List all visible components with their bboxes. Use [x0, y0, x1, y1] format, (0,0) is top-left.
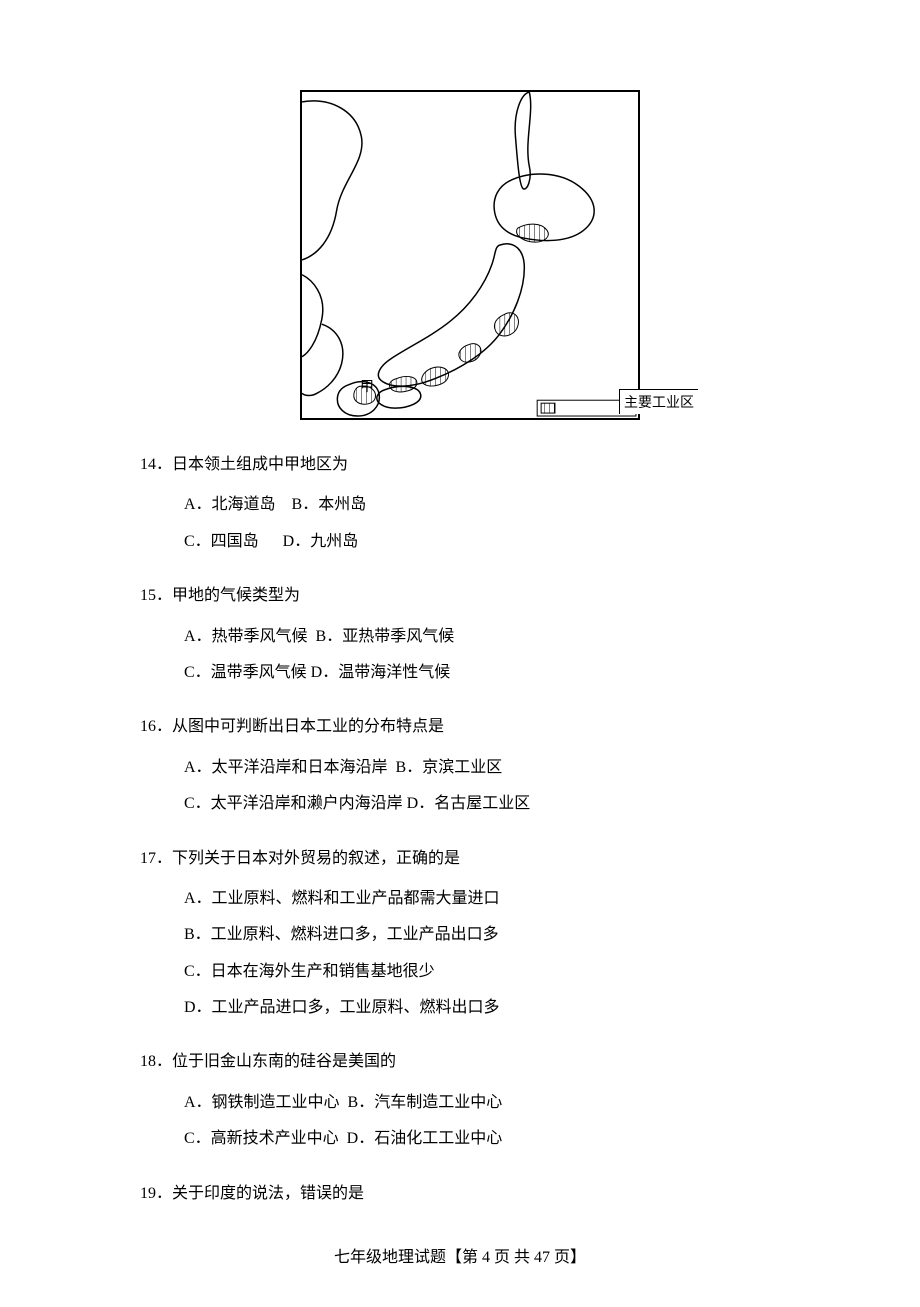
question-number: 15．: [140, 587, 172, 604]
question-stem-text: 日本领土组成中甲地区为: [172, 456, 348, 473]
option-line: C．温带季风气候 D．温带海洋性气候: [184, 658, 800, 688]
question: 17．下列关于日本对外贸易的叙述，正确的是 A．工业原料、燃料和工业产品都需大量进…: [140, 844, 800, 1024]
question-stem-text: 关于印度的说法，错误的是: [172, 1185, 364, 1202]
footer-page-total: 47: [534, 1249, 550, 1266]
footer-prefix: 【第: [446, 1249, 482, 1266]
question-stem: 14．日本领土组成中甲地区为: [140, 450, 800, 480]
option-line: C．高新技术产业中心 D．石油化工工业中心: [184, 1124, 800, 1154]
question-options: A．工业原料、燃料和工业产品都需大量进口 B．工业原料、燃料进口多，工业产品出口多…: [140, 884, 800, 1024]
option-line: D．工业产品进口多，工业原料、燃料出口多: [184, 993, 800, 1023]
question-number: 19．: [140, 1185, 172, 1202]
question: 15．甲地的气候类型为 A．热带季风气候 B．亚热带季风气候 C．温带季风气候 D．…: [140, 581, 800, 688]
question-stem: 16．从图中可判断出日本工业的分布特点是: [140, 712, 800, 742]
question: 14．日本领土组成中甲地区为 A．北海道岛 B．本州岛 C．四国岛 D．九州岛: [140, 450, 800, 557]
option-line: B．工业原料、燃料进口多，工业产品出口多: [184, 920, 800, 950]
question-number: 17．: [140, 850, 172, 867]
question-stem-text: 下列关于日本对外贸易的叙述，正确的是: [172, 850, 460, 867]
footer-mid: 页 共: [490, 1249, 534, 1266]
option-line: C．日本在海外生产和销售基地很少: [184, 957, 800, 987]
question-stem: 15．甲地的气候类型为: [140, 581, 800, 611]
footer-title: 七年级地理试题: [334, 1249, 446, 1266]
question-stem: 19．关于印度的说法，错误的是: [140, 1179, 800, 1209]
question-stem: 18．位于旧金山东南的硅谷是美国的: [140, 1047, 800, 1077]
question-stem-text: 甲地的气候类型为: [172, 587, 300, 604]
option-line: C．太平洋沿岸和濑户内海沿岸 D．名古屋工业区: [184, 789, 800, 819]
question-number: 18．: [140, 1053, 172, 1070]
questions-list: 14．日本领土组成中甲地区为 A．北海道岛 B．本州岛 C．四国岛 D．九州岛 15．…: [140, 450, 800, 1209]
footer-page-current: 4: [482, 1249, 490, 1266]
question-options: A．热带季风气候 B．亚热带季风气候 C．温带季风气候 D．温带海洋性气候: [140, 622, 800, 689]
question: 19．关于印度的说法，错误的是: [140, 1179, 800, 1209]
option-line: A．钢铁制造工业中心 B．汽车制造工业中心: [184, 1088, 800, 1118]
question-options: A．北海道岛 B．本州岛 C．四国岛 D．九州岛: [140, 490, 800, 557]
page-footer: 七年级地理试题【第 4 页 共 47 页】: [0, 1243, 920, 1267]
question-options: A．太平洋沿岸和日本海沿岸 B．京滨工业区 C．太平洋沿岸和濑户内海沿岸 D．名古…: [140, 753, 800, 820]
question-stem-text: 位于旧金山东南的硅谷是美国的: [172, 1053, 396, 1070]
question-stem: 17．下列关于日本对外贸易的叙述，正确的是: [140, 844, 800, 874]
question-options: A．钢铁制造工业中心 B．汽车制造工业中心 C．高新技术产业中心 D．石油化工工业…: [140, 1088, 800, 1155]
japan-map-svg: [302, 92, 638, 418]
footer-suffix: 页】: [550, 1249, 586, 1266]
option-line: A．北海道岛 B．本州岛: [184, 490, 800, 520]
question-number: 16．: [140, 718, 172, 735]
map-legend-text: 主要工业区: [619, 389, 698, 414]
option-line: C．四国岛 D．九州岛: [184, 527, 800, 557]
question-number: 14．: [140, 456, 172, 473]
question: 16．从图中可判断出日本工业的分布特点是 A．太平洋沿岸和日本海沿岸 B．京滨工业…: [140, 712, 800, 819]
option-line: A．工业原料、燃料和工业产品都需大量进口: [184, 884, 800, 914]
option-line: A．太平洋沿岸和日本海沿岸 B．京滨工业区: [184, 753, 800, 783]
japan-map-figure: 甲 主要工业区: [300, 90, 640, 420]
option-line: A．热带季风气候 B．亚热带季风气候: [184, 622, 800, 652]
question-stem-text: 从图中可判断出日本工业的分布特点是: [172, 718, 444, 735]
map-label-jia: 甲: [360, 376, 374, 396]
question: 18．位于旧金山东南的硅谷是美国的 A．钢铁制造工业中心 B．汽车制造工业中心 C．…: [140, 1047, 800, 1154]
